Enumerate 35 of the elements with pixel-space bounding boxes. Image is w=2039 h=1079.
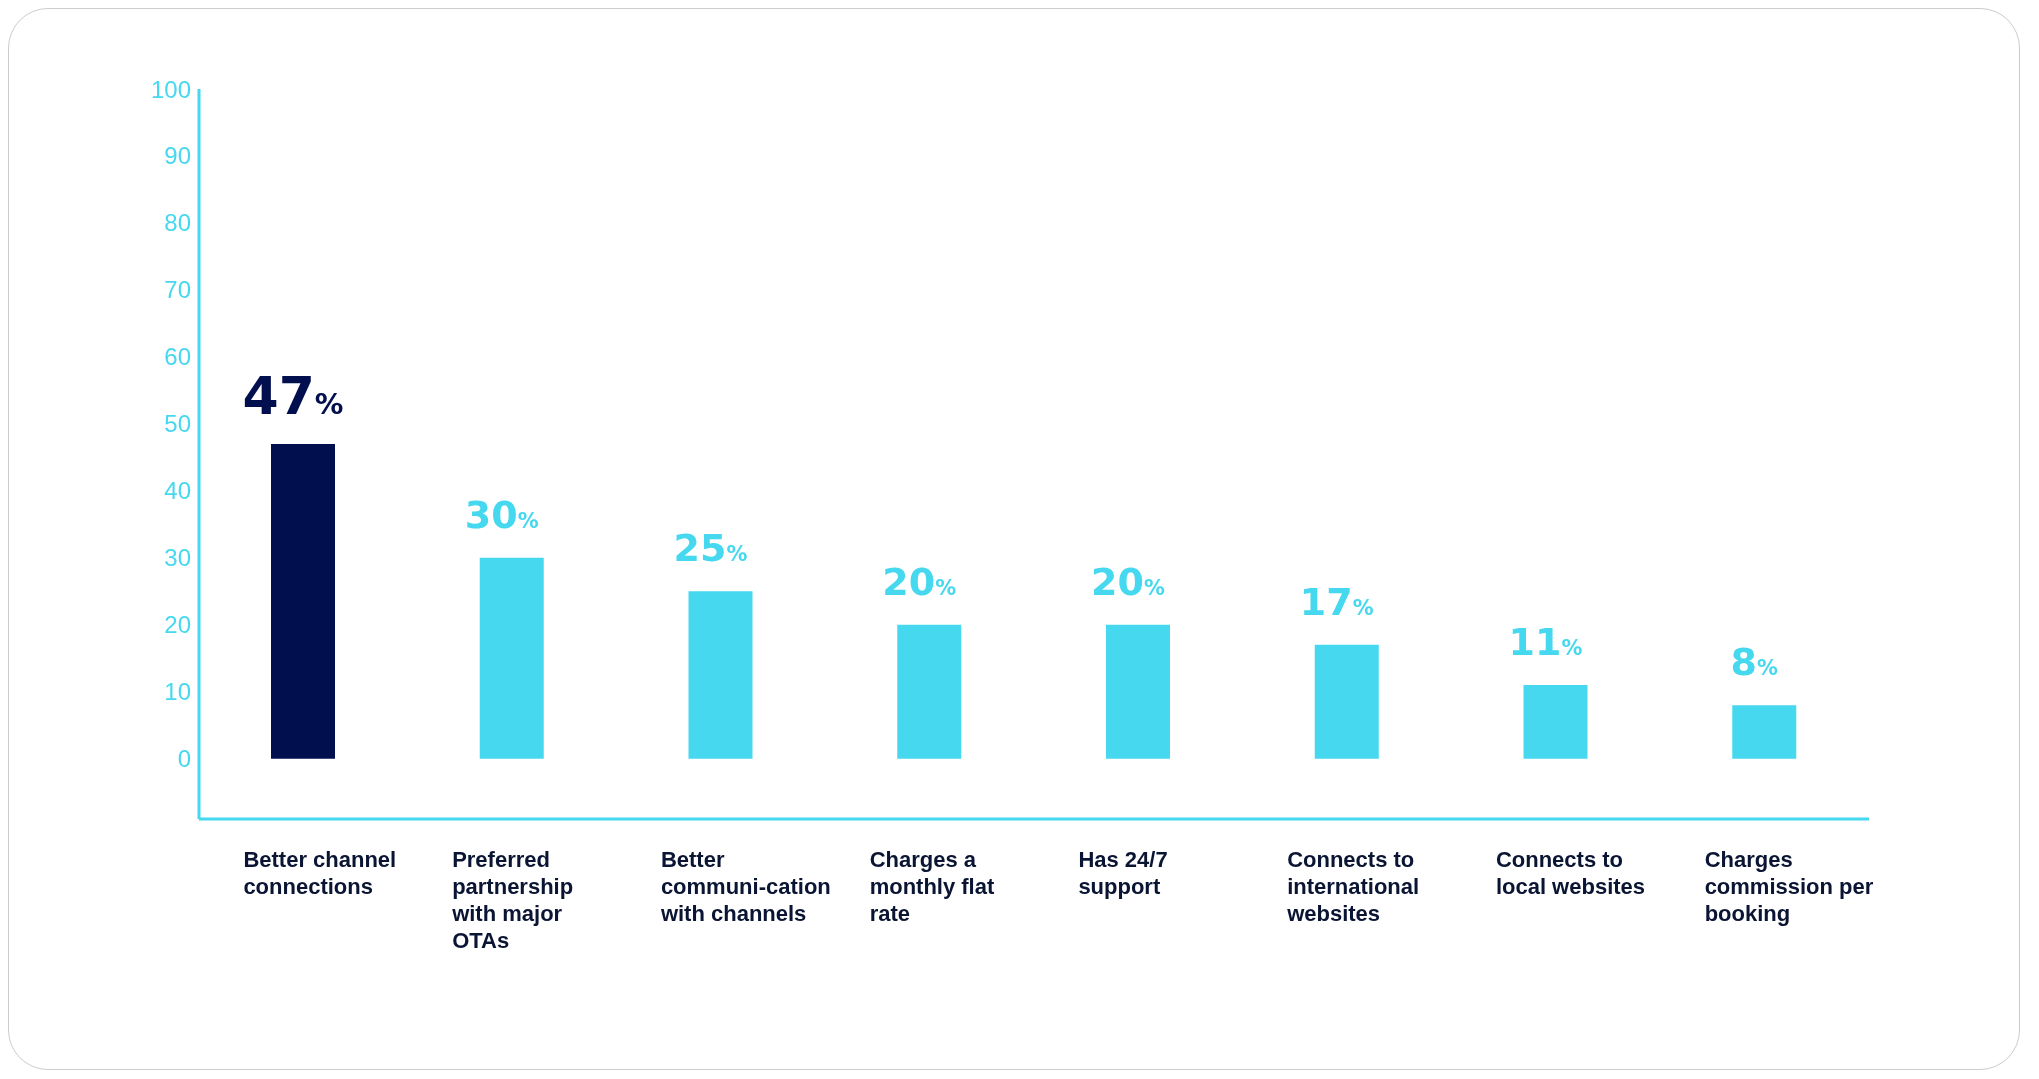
x-tick-label: Connects to international websites [1286,847,1420,926]
y-tick-label: 40 [164,477,191,505]
data-label: 25% [673,526,748,571]
x-tick-label: Connects to local websites [1495,847,1646,899]
data-label: 17% [1299,579,1374,624]
bar [479,557,544,759]
bar [688,591,753,759]
x-tick-label: Better communi-cation with channels [659,847,831,926]
y-tick-label: 20 [164,611,191,639]
x-tick-label: Charges a monthly flat rate [869,847,995,926]
x-tick-label: Has 24/7 support [1078,847,1168,899]
x-tick-label: Preferred partnership with major OTAs [451,847,574,953]
x-tick-label: Charges commission per booking [1704,847,1874,926]
y-tick-label: 80 [164,209,191,237]
y-tick-label: 10 [164,678,191,706]
data-label: 11% [1508,620,1583,665]
data-label: 47% [242,365,344,426]
bar [1314,644,1379,759]
data-label: 8% [1730,640,1779,685]
y-tick-label: 50 [164,410,191,438]
y-tick-label: 0 [177,745,191,773]
x-tick-label: Better channel connections [243,847,397,899]
y-tick-label: 90 [164,142,191,170]
y-tick-label: 100 [150,75,191,103]
data-label: 30% [464,492,539,537]
data-label: 20% [1091,559,1165,604]
bar [897,624,962,759]
y-tick-label: 30 [164,544,191,572]
bar [1106,624,1170,759]
bar [1732,705,1797,759]
data-label: 20% [882,559,957,604]
bar [1523,685,1588,759]
y-tick-label: 70 [164,276,191,304]
y-tick-label: 60 [164,343,191,371]
bar [271,443,335,759]
